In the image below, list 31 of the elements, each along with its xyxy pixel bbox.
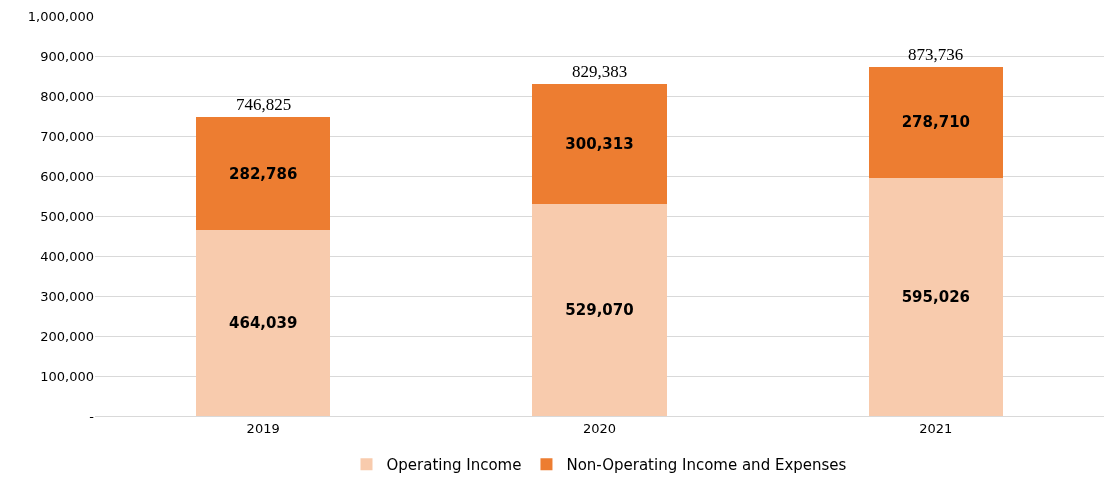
y-tick-label: 400,000 (40, 248, 94, 264)
data-label: 464,039 (229, 314, 298, 333)
y-tick-label: 600,000 (40, 168, 94, 184)
total-label: 746,825 (236, 95, 292, 114)
bar (868, 177, 1004, 416)
bar (868, 66, 1004, 178)
y-tick-label: 500,000 (40, 208, 94, 224)
bar (195, 230, 331, 416)
y-tick-label: - (89, 408, 95, 424)
data-label: 278,710 (901, 113, 970, 132)
data-label: 529,070 (565, 301, 634, 320)
bar (532, 84, 667, 205)
legend-label: Operating Income (386, 456, 522, 475)
bar (532, 204, 667, 416)
data-label: 282,786 (229, 164, 298, 183)
data-label: 595,026 (901, 287, 970, 306)
total-label: 829,383 (572, 62, 628, 81)
bar (195, 117, 331, 231)
y-tick-label: 100,000 (40, 368, 94, 384)
y-tick-label: 700,000 (40, 128, 94, 144)
y-tick-label: 300,000 (40, 288, 94, 304)
y-tick-label: 1,000,000 (27, 8, 94, 24)
total-label: 873,736 (908, 45, 964, 64)
legend-label: Non-Operating Income and Expenses (566, 456, 847, 475)
data-label: 300,313 (565, 135, 634, 154)
y-tick-label: 900,000 (40, 48, 94, 64)
y-tick-label: 200,000 (40, 328, 94, 344)
y-tick-label: 800,000 (40, 88, 94, 104)
x-tick-label: 2020 (582, 420, 617, 436)
x-tick-label: 2021 (919, 420, 953, 436)
x-tick-label: 2019 (246, 420, 280, 436)
